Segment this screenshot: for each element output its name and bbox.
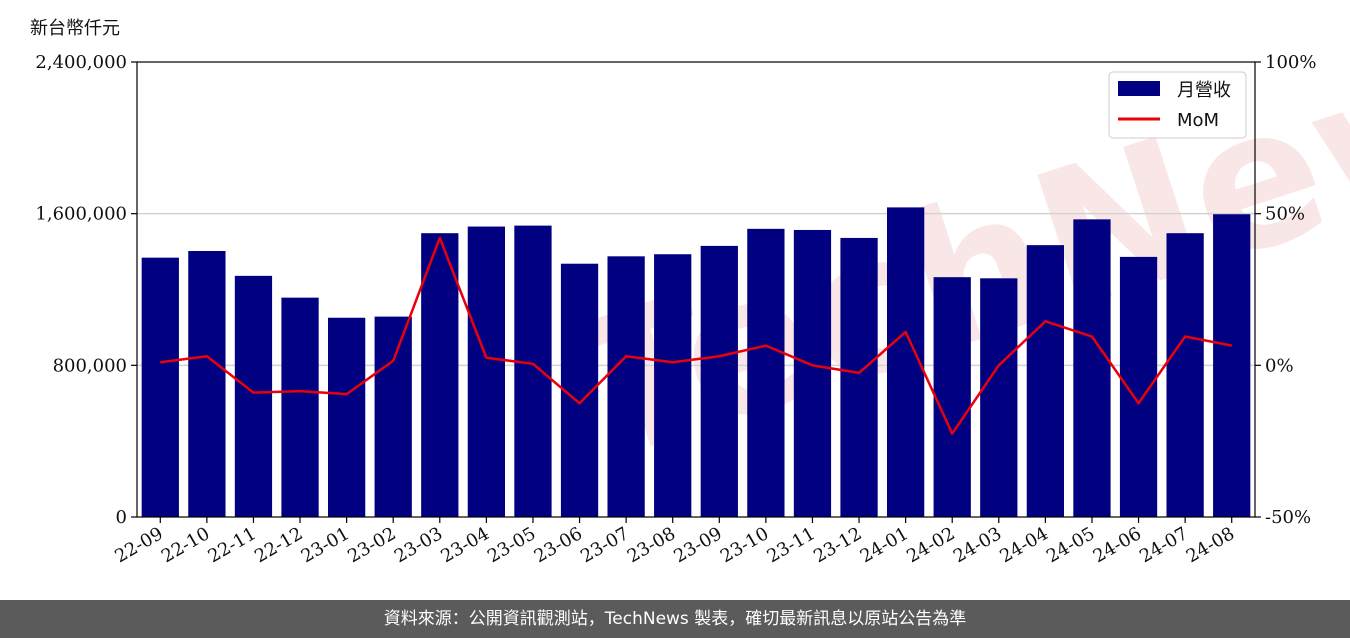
left-tick-label: 2,400,000	[35, 52, 127, 73]
bar-24-02	[933, 277, 971, 517]
right-tick-label: 0%	[1265, 355, 1294, 376]
bar-22-11	[234, 275, 273, 517]
x-tick-label-23-08: 23-08	[624, 523, 679, 567]
bar-23-10	[747, 228, 785, 518]
x-tick-label-24-07: 24-07	[1136, 523, 1191, 567]
x-tick-label-23-06: 23-06	[531, 523, 586, 567]
x-tick-label-24-08: 24-08	[1183, 523, 1238, 567]
x-tick-label-23-05: 23-05	[484, 523, 539, 567]
x-tick-label-23-12: 23-12	[810, 523, 865, 567]
bar-series	[141, 207, 1251, 518]
x-tick-label-23-01: 23-01	[298, 523, 353, 567]
bar-23-03	[421, 233, 459, 517]
right-y-axis: -50% 0% 50% 100%	[1255, 52, 1316, 528]
x-tick-label-24-01: 24-01	[857, 523, 912, 567]
left-tick-label: 0	[116, 507, 127, 528]
x-axis: 22-0922-1022-1122-1223-0123-0223-0323-04…	[111, 517, 1238, 567]
bar-23-09	[700, 245, 738, 518]
x-tick-label-22-09: 22-09	[111, 523, 166, 567]
x-tick-label-22-10: 22-10	[158, 523, 213, 567]
bar-23-05	[514, 225, 552, 517]
bar-22-09	[141, 257, 179, 517]
bar-23-04	[467, 226, 506, 517]
legend-label-mom: MoM	[1177, 110, 1219, 131]
x-tick-label-24-02: 24-02	[903, 523, 958, 567]
bar-24-06	[1119, 256, 1158, 517]
gridlines	[137, 212, 1255, 367]
plot-frame	[136, 61, 1256, 518]
x-tick-label-23-04: 23-04	[437, 523, 492, 567]
bar-24-05	[1073, 219, 1111, 517]
left-tick-label: 800,000	[53, 355, 127, 376]
bar-24-03	[980, 278, 1018, 517]
x-tick-label-22-11: 22-11	[205, 523, 260, 567]
x-tick-label-24-04: 24-04	[996, 523, 1051, 567]
bar-23-01	[327, 317, 366, 517]
right-tick-label: 50%	[1265, 204, 1305, 225]
x-tick-label-24-03: 24-03	[950, 523, 1005, 567]
x-tick-label-24-06: 24-06	[1090, 523, 1145, 567]
bar-24-04	[1026, 245, 1065, 517]
x-tick-label-23-11: 23-11	[764, 523, 819, 567]
left-tick-label: 1,600,000	[35, 204, 127, 225]
bar-23-07	[607, 256, 645, 517]
legend-label-revenue: 月營收	[1177, 80, 1231, 101]
y-axis-unit-label: 新台幣仟元	[30, 18, 120, 39]
bar-23-08	[654, 254, 692, 518]
source-footer: 資料來源：公開資訊觀測站，TechNews 製表，確切最新訊息以原站公告為準	[0, 600, 1350, 638]
x-tick-label-23-07: 23-07	[577, 523, 632, 567]
mom-line	[160, 236, 1232, 435]
right-tick-label: 100%	[1265, 52, 1316, 73]
bar-23-02	[374, 316, 412, 517]
bar-24-08	[1213, 214, 1251, 517]
x-tick-label-23-09: 23-09	[670, 523, 725, 567]
left-y-axis: 0 800,000 1,600,000 2,400,000	[35, 52, 137, 528]
bar-24-01	[886, 207, 925, 518]
legend-swatch-revenue	[1118, 81, 1160, 96]
x-tick-label-22-12: 22-12	[251, 523, 306, 567]
bar-22-12	[281, 297, 319, 517]
bar-22-10	[188, 251, 226, 517]
right-tick-label: -50%	[1265, 507, 1311, 528]
bar-23-11	[793, 229, 832, 518]
legend: 月營收 MoM	[1108, 71, 1247, 139]
x-tick-label-23-10: 23-10	[717, 523, 772, 567]
x-tick-label-23-03: 23-03	[391, 523, 446, 567]
bar-23-12	[840, 237, 878, 517]
x-tick-label-23-02: 23-02	[344, 523, 399, 567]
x-tick-label-24-05: 24-05	[1043, 523, 1098, 567]
bar-24-07	[1166, 233, 1204, 517]
mom-line-series	[160, 236, 1232, 435]
